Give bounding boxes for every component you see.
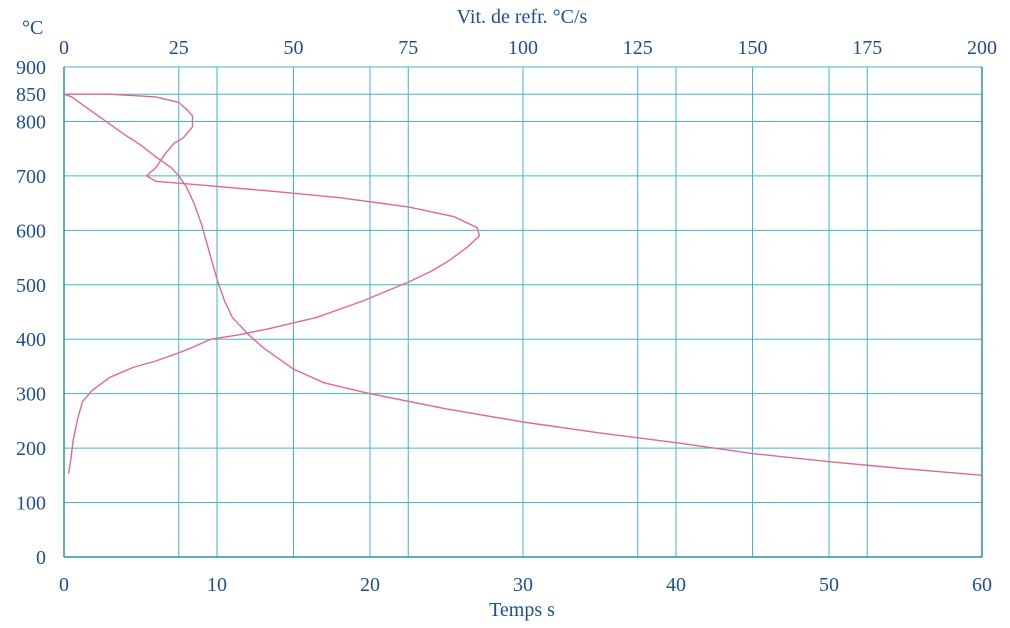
- x-bottom-tick-label-10: 10: [207, 574, 227, 596]
- y-tick-label-200: 200: [16, 438, 46, 460]
- x-top-tick-label-100: 100: [508, 37, 538, 59]
- x-top-tick-label-125: 125: [623, 37, 653, 59]
- x-bottom-tick-label-30: 30: [513, 574, 533, 596]
- bottom-axis-label: Temps s: [489, 599, 555, 621]
- x-top-tick-label-175: 175: [852, 37, 882, 59]
- x-top-tick-label-0: 0: [59, 37, 69, 59]
- curves: [63, 93, 983, 476]
- y-tick-label-900: 900: [16, 57, 46, 79]
- x-bottom-tick-label-60: 60: [972, 574, 992, 596]
- x-top-tick-label-75: 75: [398, 37, 418, 59]
- temperature-time-curve: [63, 93, 983, 476]
- x-bottom-tick-label-0: 0: [59, 574, 69, 596]
- y-tick-label-800: 800: [16, 111, 46, 133]
- y-tick-label-100: 100: [16, 493, 46, 515]
- y-tick-label-700: 700: [16, 166, 46, 188]
- axes: [63, 67, 983, 558]
- y-tick-label-400: 400: [16, 329, 46, 351]
- grid: [63, 66, 983, 558]
- top-axis-label: Vit. de refr. °C/s: [457, 6, 588, 28]
- x-bottom-tick-label-40: 40: [666, 574, 686, 596]
- x-top-tick-label-50: 50: [284, 37, 304, 59]
- y-axis-unit-label: °C: [22, 17, 43, 39]
- y-tick-label-300: 300: [16, 384, 46, 406]
- y-tick-label-600: 600: [16, 220, 46, 242]
- x-top-tick-label-25: 25: [169, 37, 189, 59]
- cooling-rate-curve: [64, 93, 481, 474]
- y-tick-label-0: 0: [36, 547, 46, 569]
- y-tick-label-850: 850: [16, 84, 46, 106]
- x-bottom-tick-label-20: 20: [360, 574, 380, 596]
- x-bottom-tick-label-50: 50: [819, 574, 839, 596]
- x-top-tick-label-200: 200: [967, 37, 997, 59]
- x-top-tick-label-150: 150: [738, 37, 768, 59]
- y-tick-label-500: 500: [16, 275, 46, 297]
